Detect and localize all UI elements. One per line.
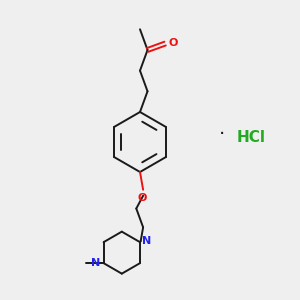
Text: O: O	[137, 193, 147, 203]
Text: HCl: HCl	[237, 130, 266, 145]
Text: O: O	[168, 38, 178, 48]
Text: N: N	[92, 258, 100, 268]
Text: N: N	[142, 236, 151, 246]
Text: ·: ·	[219, 125, 225, 145]
